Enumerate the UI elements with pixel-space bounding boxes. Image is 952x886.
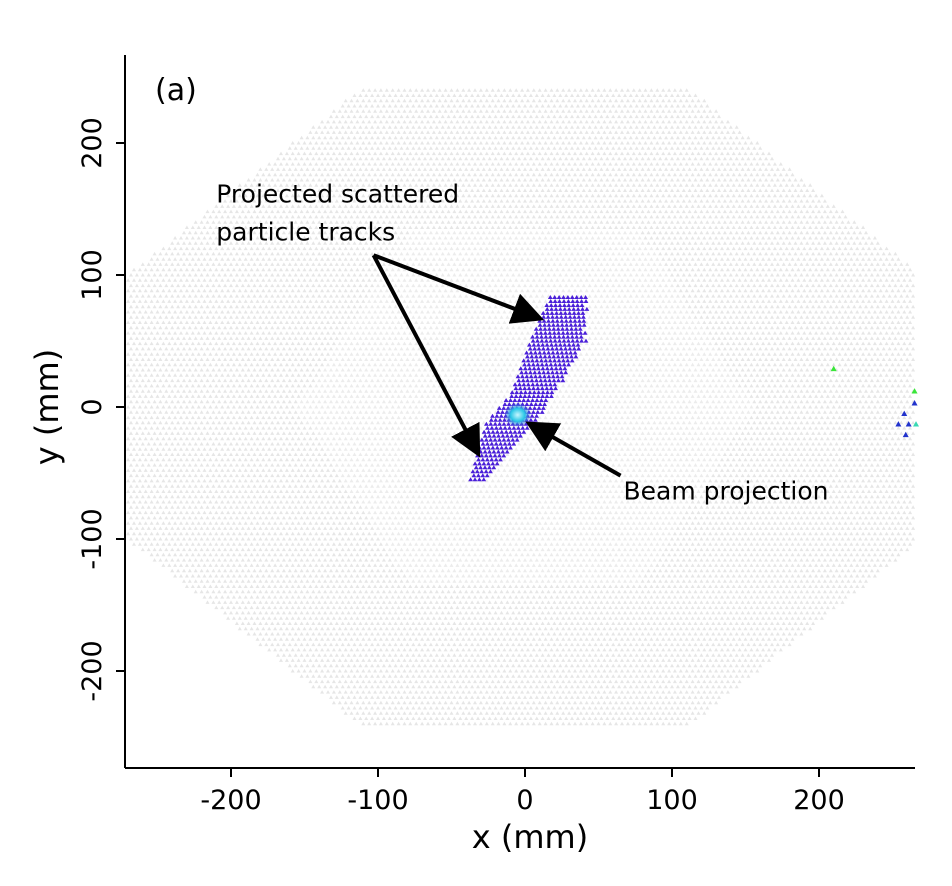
x-tick-label: 100 xyxy=(646,785,698,816)
y-tick-label: 100 xyxy=(77,249,108,301)
y-tick-label: 0 xyxy=(77,398,108,415)
outlier-hit xyxy=(911,388,918,394)
outlier-hit xyxy=(830,365,837,372)
panel-label: (a) xyxy=(155,73,197,108)
annotation-scattered-tracks: Projected scattered particle tracks xyxy=(216,179,545,458)
y-tick-label: 200 xyxy=(77,117,108,169)
x-tick-label: -200 xyxy=(200,785,261,816)
x-tick-label: 0 xyxy=(516,785,533,816)
outlier-hit xyxy=(913,421,920,427)
outlier-hit xyxy=(905,421,912,427)
detector-outer-hits xyxy=(126,88,916,726)
detector-background xyxy=(126,88,916,726)
outlier-hit xyxy=(901,410,908,416)
beam-projection-spot xyxy=(504,403,531,427)
annotation-arrow xyxy=(525,421,622,478)
y-ticks: -200 -100 0 100 200 xyxy=(77,117,125,702)
y-axis-title: y (mm) xyxy=(28,349,66,465)
y-tick-label: -100 xyxy=(77,508,108,569)
outlier-hit xyxy=(902,431,909,438)
annotation-text: Beam projection xyxy=(623,476,828,505)
x-axis-title: x (mm) xyxy=(472,818,588,856)
axes: -200 -100 0 100 200 -200 -100 0 100 200 xyxy=(77,55,915,816)
x-ticks: -200 -100 0 100 200 xyxy=(200,768,845,816)
x-tick-label: 200 xyxy=(793,785,845,816)
annotation-text: Projected scattered xyxy=(216,179,459,208)
outlier-hit xyxy=(895,421,902,427)
annotation-arrow xyxy=(372,253,545,324)
outlier-hits xyxy=(830,365,920,438)
beam-spot xyxy=(504,403,531,427)
scattered-track-hits xyxy=(468,295,590,482)
y-tick-label: -200 xyxy=(77,640,108,701)
annotation-beam-projection: Beam projection xyxy=(525,421,829,505)
annotation-arrow xyxy=(371,254,481,458)
x-tick-label: -100 xyxy=(347,785,408,816)
annotations: Projected scattered particle tracks Beam p… xyxy=(216,179,828,505)
track-hit-marks xyxy=(468,295,590,482)
outlier-hit xyxy=(911,400,918,406)
annotation-text: particle tracks xyxy=(216,217,395,246)
